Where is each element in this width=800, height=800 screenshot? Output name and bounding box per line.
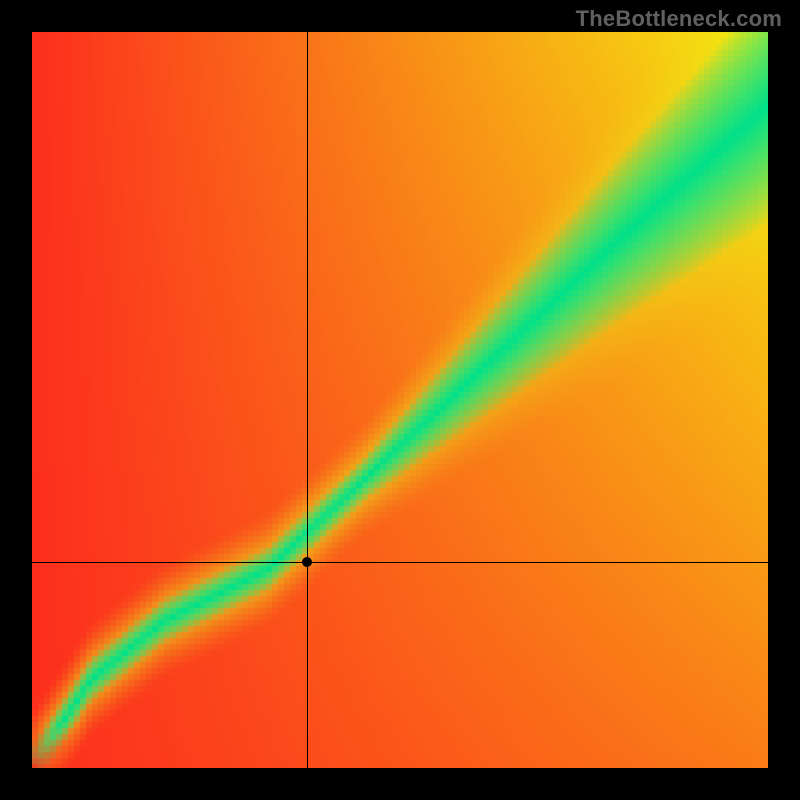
watermark-text: TheBottleneck.com	[576, 6, 782, 32]
crosshair-marker	[302, 557, 312, 567]
crosshair-horizontal	[32, 562, 768, 563]
crosshair-vertical	[307, 32, 308, 768]
plot-area	[32, 32, 768, 768]
chart-frame: TheBottleneck.com	[0, 0, 800, 800]
heatmap-canvas	[32, 32, 768, 768]
